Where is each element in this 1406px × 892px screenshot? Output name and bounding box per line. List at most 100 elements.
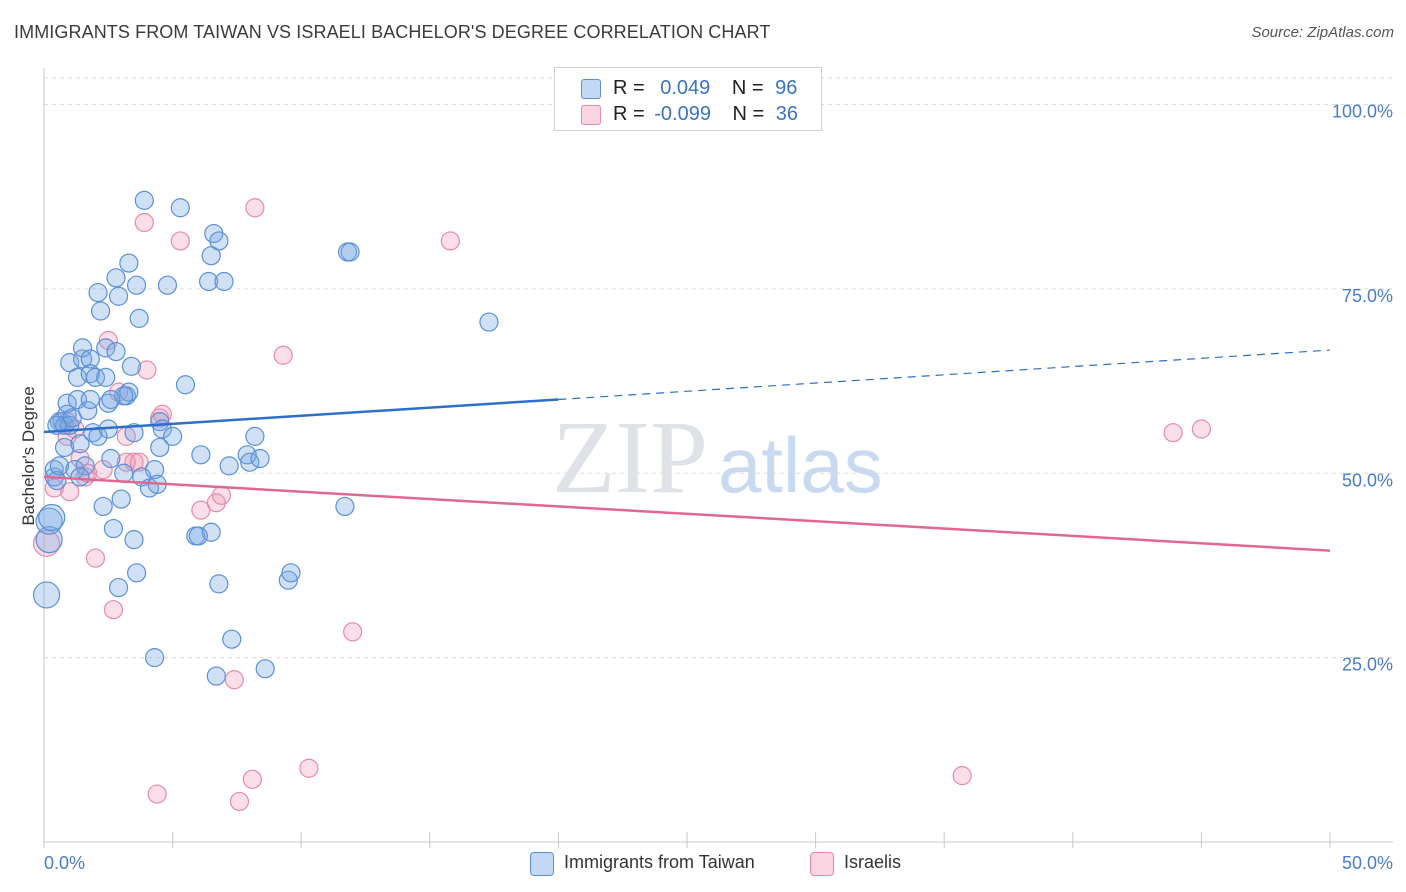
israeli-point [299,758,319,778]
legend-label-israeli: Israelis [844,852,902,872]
israeli-point [98,330,118,351]
taiwan-points [32,190,499,686]
taiwan-point [199,271,219,292]
taiwan-point [245,426,265,446]
legend-n-label: N = [732,103,765,125]
taiwan-point [170,198,190,218]
taiwan-point [54,437,75,458]
legend-swatch-israeli [581,105,601,125]
taiwan-point [250,448,270,469]
x-tick-label-max: 50.0% [1342,853,1393,873]
taiwan-point [93,496,113,517]
taiwan-point [49,456,70,476]
taiwan-point [124,423,144,443]
axes [43,68,1393,848]
israeli-point [75,467,95,487]
taiwan-point [209,574,229,594]
taiwan-point [101,448,121,469]
israeli-point [170,231,190,251]
israeli-point [224,670,244,690]
taiwan-point [119,382,139,402]
y-tick-label: 50.0% [1342,470,1393,490]
taiwan-point [103,518,124,539]
legend-r-value: -0.099 [654,103,711,125]
taiwan-point [75,456,95,476]
taiwan-point [80,349,100,369]
taiwan-point [70,434,90,454]
taiwan-point [206,666,226,686]
taiwan-point [80,389,100,410]
taiwan-point [85,367,106,387]
taiwan-point [150,437,170,458]
taiwan-point [240,452,260,472]
taiwan-point [119,253,139,273]
taiwan-point [72,338,93,358]
legend-label-taiwan: Immigrants from Taiwan [564,852,755,872]
taiwan-point [32,581,61,609]
taiwan-point [70,467,90,487]
taiwan-trend-extension [558,349,1331,401]
taiwan-point [209,231,229,251]
taiwan-point [47,471,67,491]
taiwan-point [96,338,116,358]
taiwan-point [134,190,154,210]
taiwan-point [124,530,144,550]
israeli-point [343,622,363,642]
israeli-point [191,500,211,520]
legend-r-label: R = [613,77,645,99]
taiwan-point [479,312,499,332]
taiwan-point [335,496,355,517]
taiwan-point [114,386,134,406]
series-legend: Immigrants from Taiwan Israelis [530,851,950,877]
y-axis-label: Bachelor's Degree [19,386,38,525]
taiwan-point [62,408,82,428]
taiwan-trend-line [43,398,559,434]
taiwan-point [57,393,77,413]
taiwan-point [108,577,129,598]
israeli-point [1163,423,1183,443]
taiwan-point [157,275,178,295]
watermark: ZIP atlas [552,400,883,515]
taiwan-point [129,308,149,328]
taiwan-point [175,375,196,395]
taiwan-point [201,522,221,542]
taiwan-point [80,364,100,384]
israeli-point [137,360,157,380]
taiwan-point [255,659,275,679]
taiwan-point [90,301,111,321]
taiwan-point [278,570,298,590]
taiwan-point [126,563,147,583]
taiwan-point [144,648,165,668]
taiwan-point [144,459,165,480]
israeli-trend-line [43,475,1331,552]
taiwan-point [78,400,98,421]
taiwan-point [38,503,66,532]
taiwan-point [106,341,126,362]
legend-swatch-taiwan [530,852,554,876]
taiwan-point [163,426,183,446]
chart-title: IMMIGRANTS FROM TAIWAN VS ISRAELI BACHEL… [14,22,771,42]
taiwan-point [281,563,301,583]
legend-swatch-israeli [810,852,834,876]
israeli-point [60,482,80,502]
israeli-point [129,452,149,472]
tick-labels: 0.0% 50.0% 25.0% 50.0% 75.0% 100.0% [44,102,1393,874]
x-tick-label-min: 0.0% [44,853,85,873]
legend-r-label: R = [613,103,645,125]
y-tick-label: 75.0% [1342,286,1393,306]
taiwan-point [126,275,147,295]
taiwan-point [219,456,239,476]
israeli-point [211,485,232,505]
taiwan-point [201,246,221,266]
israeli-point [440,231,460,251]
israeli-point [245,198,265,218]
taiwan-point [35,507,63,535]
israeli-point [93,459,113,480]
watermark-zip: ZIP [552,400,708,515]
israeli-point [242,769,262,789]
israeli-point [1191,419,1212,439]
taiwan-point [108,286,129,306]
taiwan-point [222,629,242,649]
y-tick-label: 25.0% [1342,655,1393,675]
legend-r-value: 0.049 [660,77,711,99]
